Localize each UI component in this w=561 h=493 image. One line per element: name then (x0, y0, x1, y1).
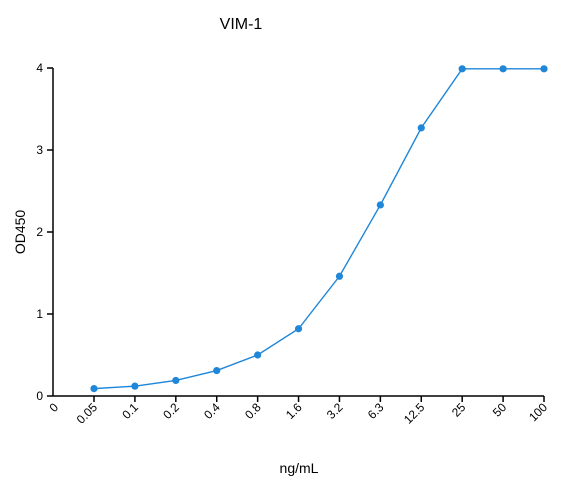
data-point-1 (131, 382, 139, 390)
data-point-0 (90, 385, 98, 393)
data-point-3 (213, 366, 221, 375)
x-tick-label-2: 0.2 (160, 400, 182, 422)
x-tick-label-10: 50 (490, 400, 510, 420)
x-origin-label: 0 (46, 400, 61, 415)
chart-title: VIM-1 (220, 16, 263, 33)
y-axis-label: OD450 (12, 210, 28, 255)
x-axis-label: ng/mL (280, 460, 319, 476)
x-tick-label-4: 0.8 (242, 400, 264, 422)
data-point-6 (335, 272, 344, 280)
x-tick-label-1: 0.1 (119, 400, 141, 422)
x-tick-label-8: 12.5 (401, 400, 428, 427)
x-tick-label-9: 25 (449, 400, 469, 420)
x-tick-label-0: 0.05 (74, 400, 101, 427)
data-point-7 (376, 201, 384, 209)
y-tick-label-4: 4 (36, 61, 43, 75)
x-axis-ticks: 0 0.05 0.1 0.2 0.4 0.8 1.6 3.2 6.3 12.5 25 50 100 (46, 396, 550, 427)
x-tick-label-3: 0.4 (201, 400, 223, 422)
x-tick-label-11: 100 (526, 400, 550, 424)
data-point-8 (417, 124, 425, 132)
x-tick-label-7: 6.3 (365, 400, 387, 422)
y-tick-label-1: 1 (36, 307, 43, 321)
data-point-2 (172, 376, 180, 385)
data-point-10 (499, 65, 507, 73)
y-axis-ticks: 0 1 2 3 4 (36, 61, 53, 403)
y-tick-label-0: 0 (36, 389, 43, 403)
series-group (90, 65, 548, 393)
data-point-11 (540, 65, 548, 73)
series-line-0 (93, 68, 544, 390)
data-point-9 (458, 65, 466, 73)
y-tick-label-2: 2 (36, 225, 43, 239)
y-tick-label-3: 3 (36, 143, 43, 157)
x-tick-label-5: 1.6 (283, 400, 305, 422)
x-tick-label-6: 3.2 (324, 400, 346, 422)
data-point-4 (254, 351, 262, 359)
data-point-5 (294, 325, 303, 333)
